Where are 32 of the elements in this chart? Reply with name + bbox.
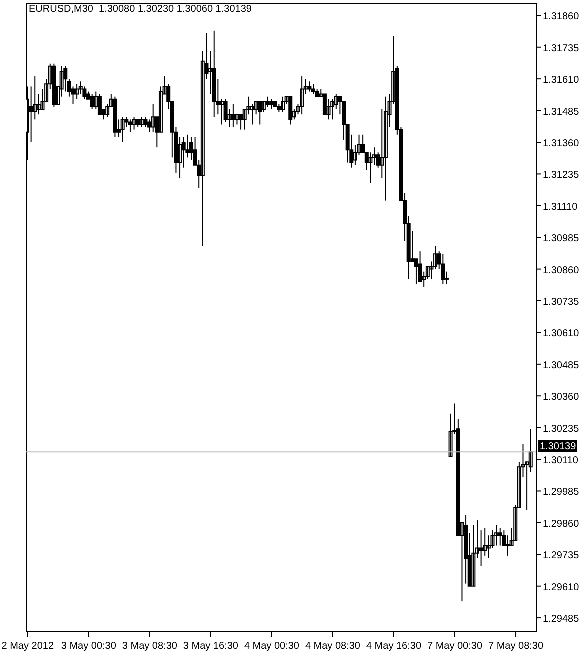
- y-tick-label: 1.29860: [543, 518, 580, 530]
- x-tick-label: 3 May 16:30: [183, 641, 239, 652]
- y-tick-label: 1.31235: [543, 170, 580, 182]
- y-tick-label: 1.30235: [543, 424, 580, 435]
- candlestick: [312, 84, 316, 94]
- y-tick-label: 1.29985: [543, 487, 580, 498]
- y-tick-label: 1.30860: [543, 265, 580, 276]
- x-tick-label: 2 May 2012: [2, 641, 54, 652]
- y-tick-label: 1.31610: [543, 75, 580, 86]
- y-tick-label: 1.31860: [543, 12, 580, 23]
- y-tick-label: 1.30985: [543, 234, 580, 245]
- y-tick-label: 1.29610: [543, 582, 580, 594]
- x-tick-label: 3 May 00:30: [61, 641, 117, 652]
- x-tick-label: 4 May 00:30: [244, 641, 300, 652]
- x-tick-label: 4 May 16:30: [366, 641, 422, 652]
- y-tick-label: 1.31360: [543, 138, 580, 150]
- y-tick-label: 1.30735: [543, 297, 580, 308]
- y-tick-label: 1.30610: [543, 328, 580, 340]
- chart-title: EURUSD,M30 1.30080 1.30230 1.30060 1.30139: [29, 4, 252, 15]
- y-tick-label: 1.30110: [543, 456, 579, 467]
- y-tick-label: 1.31110: [543, 202, 578, 213]
- x-tick-label: 7 May 08:30: [488, 641, 544, 652]
- x-tick-label: 7 May 00:30: [427, 641, 483, 652]
- x-tick-label: 4 May 08:30: [305, 641, 361, 652]
- ref-line-label: 1.30139: [540, 442, 577, 453]
- y-tick-label: 1.31485: [543, 106, 580, 118]
- x-tick-label: 3 May 08:30: [122, 641, 178, 652]
- y-tick-label: 1.30360: [543, 392, 580, 404]
- y-tick-label: 1.31735: [543, 43, 580, 54]
- y-tick-label: 1.29735: [543, 550, 580, 562]
- y-tick-label: 1.29485: [543, 614, 580, 626]
- y-tick-label: 1.30485: [543, 360, 580, 372]
